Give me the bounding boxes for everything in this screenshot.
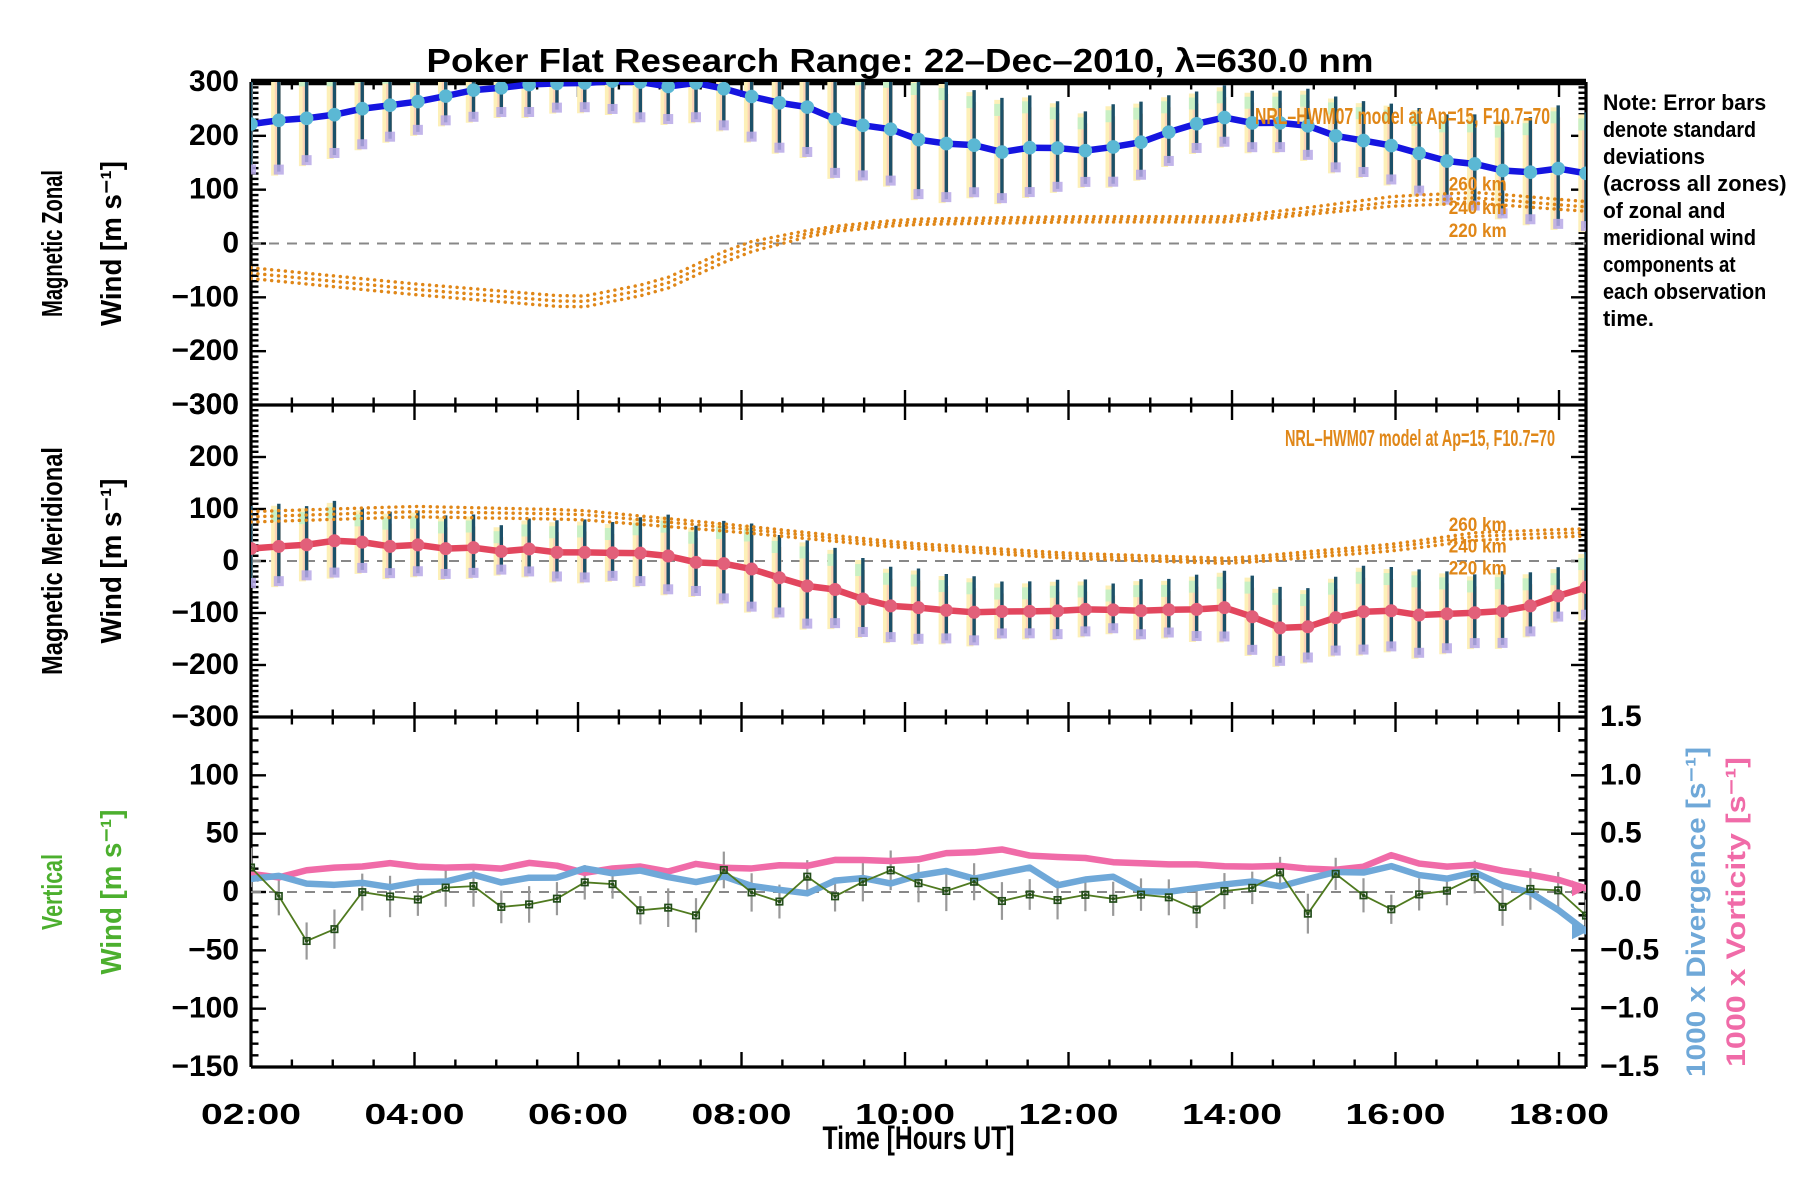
svg-text:12:00: 12:00	[1019, 1099, 1119, 1131]
svg-text:16:00: 16:00	[1346, 1099, 1446, 1131]
svg-text:100: 100	[189, 173, 239, 206]
svg-text:−100: −100	[171, 992, 239, 1025]
svg-text:220 km: 220 km	[1449, 221, 1507, 242]
svg-text:−200: −200	[171, 648, 239, 681]
svg-text:−150: −150	[171, 1050, 239, 1083]
svg-text:1.5: 1.5	[1600, 700, 1642, 733]
svg-text:NRL–HWM07 model at Ap=15, F10.: NRL–HWM07 model at Ap=15, F10.7=70	[1255, 103, 1550, 129]
svg-text:time.: time.	[1603, 306, 1654, 331]
svg-text:−1.0: −1.0	[1600, 992, 1659, 1025]
svg-text:0.0: 0.0	[1600, 875, 1642, 908]
svg-text:Note: Error bars: Note: Error bars	[1603, 90, 1766, 115]
svg-text:Poker Flat Research Range: 22–: Poker Flat Research Range: 22–Dec–2010, …	[427, 42, 1374, 79]
svg-text:denote standard: denote standard	[1603, 117, 1756, 142]
svg-text:Wind [m s⁻¹]: Wind [m s⁻¹]	[96, 161, 128, 326]
svg-text:meridional wind: meridional wind	[1603, 225, 1756, 250]
svg-text:300: 300	[189, 65, 239, 98]
svg-text:−200: −200	[171, 334, 239, 367]
svg-text:−50: −50	[188, 933, 239, 966]
svg-text:0: 0	[222, 227, 239, 260]
svg-text:260 km: 260 km	[1449, 515, 1507, 536]
svg-text:0.5: 0.5	[1600, 817, 1642, 850]
svg-text:300: 300	[189, 388, 239, 421]
svg-text:−100: −100	[171, 596, 239, 629]
svg-text:Magnetic Meridional: Magnetic Meridional	[37, 447, 69, 675]
svg-text:−0.5: −0.5	[1600, 933, 1659, 966]
svg-text:1000 x Vorticity [s⁻¹]: 1000 x Vorticity [s⁻¹]	[1721, 757, 1751, 1067]
svg-text:(across all zones): (across all zones)	[1603, 171, 1787, 196]
svg-text:1.0: 1.0	[1600, 758, 1642, 791]
svg-text:200: 200	[189, 119, 239, 152]
svg-text:0: 0	[222, 544, 239, 577]
svg-text:Vertical: Vertical	[37, 854, 69, 930]
svg-text:1000 x Divergence [s⁻¹]: 1000 x Divergence [s⁻¹]	[1681, 747, 1711, 1077]
svg-text:06:00: 06:00	[528, 1099, 628, 1131]
svg-text:14:00: 14:00	[1182, 1099, 1282, 1131]
svg-text:−100: −100	[171, 280, 239, 313]
svg-text:0: 0	[222, 875, 239, 908]
svg-text:50: 50	[206, 817, 239, 850]
svg-text:200: 200	[189, 440, 239, 473]
svg-text:08:00: 08:00	[692, 1099, 792, 1131]
svg-text:220 km: 220 km	[1449, 559, 1507, 580]
svg-text:deviations: deviations	[1603, 144, 1705, 169]
svg-text:components at: components at	[1603, 252, 1736, 277]
svg-text:100: 100	[189, 758, 239, 791]
svg-text:Wind [m s⁻¹]: Wind [m s⁻¹]	[96, 810, 128, 975]
svg-text:240 km: 240 km	[1449, 198, 1507, 219]
svg-text:18:00: 18:00	[1509, 1099, 1609, 1131]
svg-text:−300: −300	[171, 700, 239, 733]
svg-text:Time [Hours UT]: Time [Hours UT]	[823, 1120, 1015, 1156]
svg-text:Magnetic Zonal: Magnetic Zonal	[37, 170, 69, 317]
svg-text:NRL–HWM07 model at Ap=15, F10.: NRL–HWM07 model at Ap=15, F10.7=70	[1285, 425, 1555, 451]
svg-text:Wind [m s⁻¹]: Wind [m s⁻¹]	[96, 479, 128, 644]
svg-text:of zonal and: of zonal and	[1603, 198, 1725, 223]
svg-text:each observation: each observation	[1603, 279, 1766, 304]
svg-text:04:00: 04:00	[365, 1099, 465, 1131]
svg-text:100: 100	[189, 492, 239, 525]
svg-text:02:00: 02:00	[201, 1099, 301, 1131]
svg-text:260 km: 260 km	[1449, 175, 1507, 196]
svg-text:−1.5: −1.5	[1600, 1050, 1659, 1083]
svg-text:240 km: 240 km	[1449, 536, 1507, 557]
